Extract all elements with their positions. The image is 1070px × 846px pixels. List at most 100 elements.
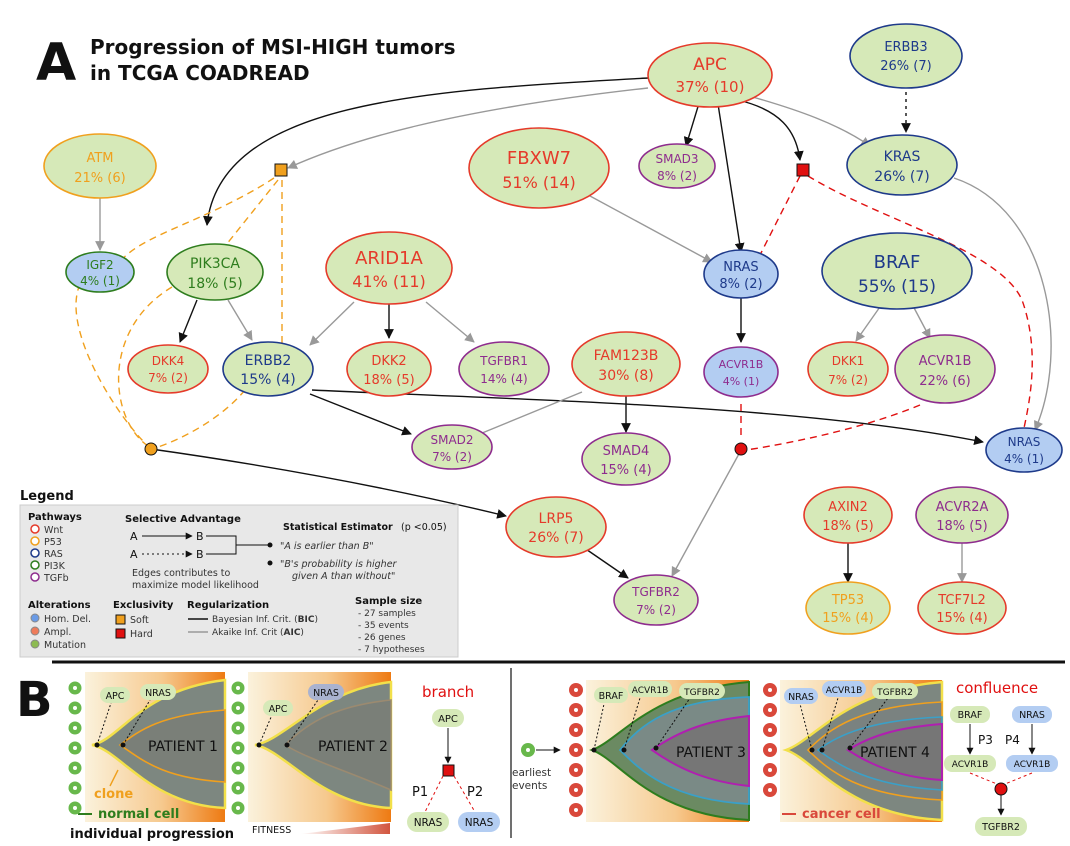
node-tcf7l2-name: TCF7L2 (937, 593, 986, 608)
patient-4-acvr1b-text: ACVR1B (826, 686, 863, 696)
edge-apc-hard-node (737, 99, 804, 161)
confluence-title: confluence (956, 679, 1038, 697)
node-acvr1b-4-name: ACVR1B (719, 358, 764, 371)
edge-fbxw7-nras (589, 195, 713, 263)
patient-3-acvr1b-tag (628, 681, 672, 697)
edge-braf-dkk1 (855, 303, 883, 342)
node-pik3ca-name: PIK3CA (190, 256, 240, 272)
node-erbb3: ERBB3 26% (7) (849, 23, 963, 89)
node-nras-4-freq: 4% (1) (1004, 452, 1044, 466)
patient-2-nras-text: NRAS (313, 688, 339, 699)
node-smad2-freq: 7% (2) (432, 450, 472, 464)
patient-1-normal-label: normal cell (98, 807, 179, 822)
legend-bracket-1 (206, 535, 268, 546)
legend-exclusivity-soft: Soft (130, 615, 149, 626)
patient-4-plot: PATIENT 4 NRAS ACVR1B TGFBR2 cancer cell (780, 680, 944, 822)
node-smad4-name: SMAD4 (603, 444, 650, 459)
node-tp53: TP53 15% (4) (805, 581, 891, 635)
legend-alteration-homdel: Hom. Del. (44, 614, 91, 625)
patient-1-plot: PATIENT 1 APC NRAS clone normal cell ind… (70, 672, 234, 842)
edge-kras-nras2 (953, 177, 1052, 431)
fitness-wedge (300, 823, 390, 834)
patient-2-label: PATIENT 2 (318, 739, 388, 755)
patient-3-braf-text: BRAF (599, 691, 624, 702)
branch-nras-right-tag (458, 812, 500, 832)
legend-pathway-p53: P53 (44, 537, 62, 548)
patient-1-inner-clone (118, 709, 226, 783)
branch-leg-left (424, 775, 444, 813)
node-acvr1b-22-name: ACVR1B (919, 354, 972, 369)
patient-2-nras-tag (308, 684, 344, 700)
legend-stat-q2a: "B's probability is higher (280, 559, 398, 570)
legend-regularization-title: Regularization (187, 600, 269, 611)
node-lrp5-name: LRP5 (539, 511, 574, 527)
hard-exclusivity-edges (740, 175, 1033, 451)
confluence-acvr1b-left-tag (944, 755, 996, 772)
confluence-nras-tag (1012, 706, 1052, 723)
node-nras-8-freq: 8% (2) (719, 277, 762, 292)
legend-edge-a-2: A (130, 548, 138, 561)
node-acvr1b-22: ACVR1B 22% (6) (894, 334, 996, 404)
node-braf: BRAF 55% (15) (821, 232, 973, 310)
node-dkk2-freq: 18% (5) (363, 373, 414, 388)
node-atm: ATM 21% (6) (43, 133, 157, 199)
branch-apc-text: APC (438, 714, 458, 725)
patient-3-acvr1b-text: ACVR1B (632, 686, 669, 696)
edge-apc-smad3 (683, 99, 701, 147)
edge-apc-kras (741, 93, 871, 147)
node-axin2-freq: 18% (5) (822, 519, 873, 534)
legend-sample-3: - 26 genes (358, 633, 406, 643)
edge-hard-tgfbr2 (671, 451, 741, 577)
patient-1-apc-text: APC (106, 691, 125, 702)
node-erbb3-freq: 26% (7) (880, 59, 931, 74)
patient-4-cells (763, 683, 777, 797)
node-nras-4: NRAS 4% (1) (985, 427, 1063, 473)
earliest-events: earliest events (512, 743, 561, 792)
node-erbb2-freq: 15% (4) (240, 372, 295, 388)
patient-4-acvr1b-tag (822, 681, 866, 697)
node-lrp5: LRP5 26% (7) (505, 496, 607, 558)
patient-4-tgfbr2-tag (872, 683, 918, 699)
node-tgfbr1-freq: 14% (4) (480, 372, 527, 386)
edge-pik3ca-erbb2 (227, 299, 253, 341)
legend-p53-swatch (30, 536, 40, 546)
patient-3-acvr1b-leader (623, 697, 641, 751)
node-smad2: SMAD2 7% (2) (411, 424, 493, 470)
soft-exclusivity-edges (75, 177, 283, 449)
patient-1-clone-leader (109, 769, 119, 787)
node-pik3ca: PIK3CA 18% (5) (166, 243, 264, 301)
legend-ras-swatch (30, 548, 40, 558)
patient-4-tgfbr2-leader (849, 697, 889, 749)
node-smad4: SMAD4 15% (4) (581, 432, 671, 486)
edge-soft-lrp5 (150, 448, 507, 519)
node-apc: APC 37% (10) (647, 42, 773, 108)
individual-progression-label: individual progression (70, 827, 234, 842)
legend-edges-note-1: Edges contributes to (132, 568, 231, 579)
node-acvr1b-22-freq: 22% (6) (919, 374, 970, 389)
patient-3-tgfbr2-text: TGFBR2 (683, 688, 720, 698)
node-fbxw7: FBXW7 51% (14) (468, 127, 610, 209)
node-apc-name: APC (693, 55, 727, 75)
fitness-label: FITNESS (252, 825, 291, 836)
node-dkk1-freq: 7% (2) (828, 373, 868, 387)
node-dkk1: DKK1 7% (2) (807, 341, 889, 397)
node-tgfbr1-name: TGFBR1 (479, 354, 528, 368)
edge-erbb2-smad2 (309, 393, 412, 436)
patient-3-plot: PATIENT 3 BRAF ACVR1B TGFBR2 (586, 680, 750, 822)
confluence-leg-left (969, 772, 998, 785)
legend-sample-4: - 7 hypotheses (358, 645, 425, 655)
node-fbxw7-freq: 51% (14) (502, 173, 576, 192)
edge-pik3ca-dkk4 (178, 299, 198, 343)
branch-nras-left-tag (407, 812, 449, 832)
panel-a-title-line2: in TCGA COADREAD (90, 61, 310, 85)
legend-bracket-dot-1 (267, 542, 273, 548)
node-fam123b-freq: 30% (8) (598, 368, 653, 384)
patient-1-nras-tag (140, 684, 176, 700)
legend-stat-q1: "A is earlier than B" (280, 541, 374, 552)
node-smad3: SMAD3 8% (2) (638, 143, 716, 189)
node-arid1a-freq: 41% (11) (352, 272, 426, 291)
node-dkk1-name: DKK1 (832, 354, 865, 368)
node-atm-freq: 21% (6) (74, 171, 125, 186)
confluence-braf-text: BRAF (958, 710, 983, 721)
node-tcf7l2-freq: 15% (4) (936, 611, 987, 626)
